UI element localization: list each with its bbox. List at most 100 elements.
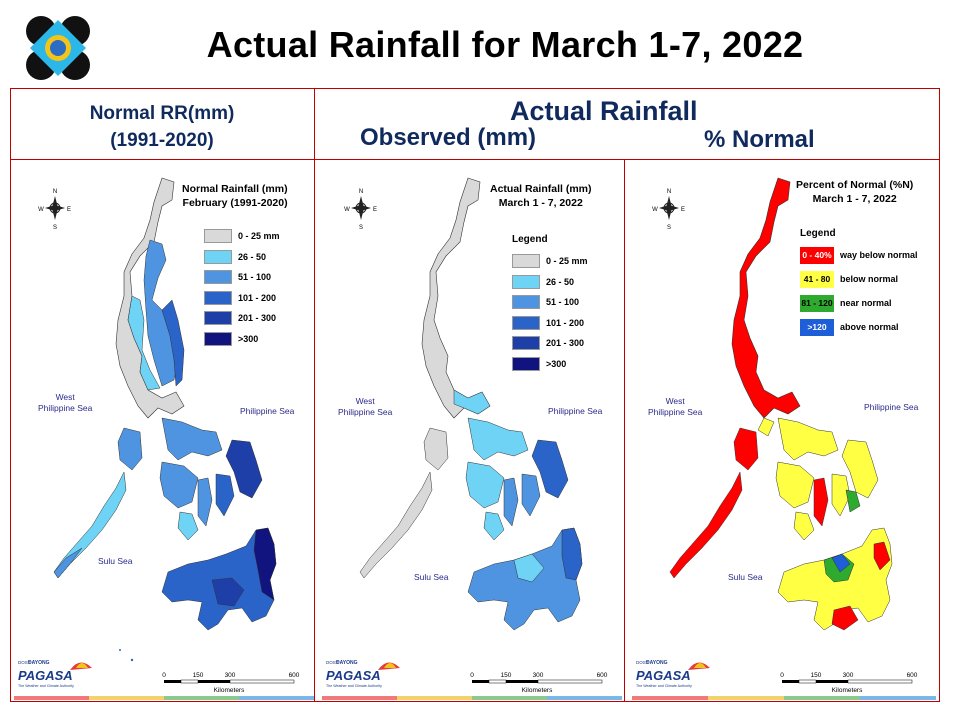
compass-n-label: N: [359, 189, 363, 195]
panel-normal: Normal Rainfall (mm) February (1991-2020…: [12, 160, 318, 696]
west-philippine-sea-label: West Philippine Sea: [648, 396, 703, 417]
observed-legend-item: 26 - 50: [512, 272, 588, 293]
dost-logo: [24, 14, 92, 82]
normal-header-line2: (1991-2020): [110, 130, 214, 151]
compass-e-label: E: [373, 207, 377, 213]
percent-map-title: Percent of Normal (%N) March 1 - 7, 2022: [796, 178, 913, 206]
logo-sub-text: DOST: [18, 660, 31, 665]
legend-label: 201 - 300: [546, 338, 585, 349]
compass-rose-icon: N S W E: [344, 189, 377, 230]
logo-tag-text: DAYONG: [336, 660, 358, 666]
legend-swatch: [512, 274, 540, 289]
percent-normal-map: [669, 177, 893, 631]
legend-swatch: [204, 270, 232, 285]
scale-tick-label: 300: [225, 672, 236, 679]
legend-swatch: 0 - 40%: [800, 246, 834, 264]
normal-legend-item: 201 - 300: [204, 308, 280, 329]
compass-rose-icon: N S W E: [38, 189, 71, 230]
panel-observed: Actual Rainfall (mm) March 1 - 7, 2022 L…: [318, 160, 624, 696]
normal-legend-item: 0 - 25 mm: [204, 226, 280, 247]
legend-swatch: 81 - 120: [800, 294, 834, 312]
logo-agency-text: PAGASA: [18, 668, 73, 683]
logo-agency-text: PAGASA: [636, 668, 691, 683]
percent-legend-item: 81 - 120 near normal: [800, 291, 918, 315]
percent-map-title-line2: March 1 - 7, 2022: [812, 193, 897, 205]
legend-swatch: 41 - 80: [800, 270, 834, 288]
observed-rainfall-map: [359, 177, 583, 631]
sulu-sea-label: Sulu Sea: [728, 572, 763, 582]
compass-s-label: S: [667, 225, 671, 230]
legend-label: near normal: [840, 298, 892, 308]
observed-legend-item: 101 - 200: [512, 313, 588, 334]
legend-swatch: [512, 336, 540, 351]
legend-label: >300: [546, 358, 567, 369]
legend-label: 201 - 300: [238, 313, 277, 324]
scale-tick-label: 300: [843, 672, 854, 679]
philippine-sea-label: Philippine Sea: [864, 402, 919, 412]
page-title: Actual Rainfall for March 1-7, 2022: [206, 24, 804, 65]
normal-legend-item: 101 - 200: [204, 288, 280, 309]
observed-map-title-line1: Actual Rainfall (mm): [490, 183, 592, 195]
legend-swatch: [512, 315, 540, 330]
footer-color-strip: [632, 696, 936, 700]
pagasa-logo: DOST DAYONG PAGASA The Weather and Clima…: [18, 660, 92, 688]
legend-label: 0 - 25 mm: [238, 231, 280, 242]
observed-header: Observed (mm): [360, 124, 537, 151]
normal-rainfall-map: [53, 177, 277, 662]
legend-swatch: [204, 229, 232, 244]
compass-n-label: N: [53, 189, 57, 195]
logo-tag-text: DAYONG: [646, 660, 668, 666]
normal-map-title: Normal Rainfall (mm) February (1991-2020…: [182, 182, 288, 210]
legend-swatch: [512, 254, 540, 269]
normal-legend-item: 26 - 50: [204, 247, 280, 268]
compass-e-label: E: [67, 207, 71, 213]
sulu-sea-label: Sulu Sea: [414, 572, 449, 582]
scale-tick-label: 0: [780, 672, 784, 679]
legend-swatch: [204, 290, 232, 305]
normal-legend-item: >300: [204, 329, 280, 350]
legend-label: 101 - 200: [546, 317, 585, 328]
legend-label: 51 - 100: [546, 297, 580, 308]
scale-unit-label: Kilometers: [214, 687, 245, 694]
scale-bar: 0 150 300 600 Kilometers: [780, 672, 918, 694]
scale-tick-label: 600: [597, 672, 608, 679]
compass-e-label: E: [681, 207, 685, 213]
compass-s-label: S: [359, 225, 363, 230]
content-frame: [10, 88, 940, 702]
compass-s-label: S: [53, 225, 57, 230]
legend-label: below normal: [840, 274, 899, 284]
compass-n-label: N: [667, 189, 671, 195]
divider-vertical-2: [624, 160, 625, 702]
scale-unit-label: Kilometers: [832, 687, 863, 694]
percent-legend-item: >120 above normal: [800, 315, 918, 339]
normal-map-title-line2: February (1991-2020): [182, 197, 288, 209]
legend-swatch: [512, 295, 540, 310]
scale-tick-label: 300: [533, 672, 544, 679]
logo-agency-text: PAGASA: [326, 668, 381, 683]
observed-legend-item: 0 - 25 mm: [512, 251, 588, 272]
normal-header-line1: Normal RR(mm): [89, 103, 235, 124]
pagasa-logo: DOST DAYONG PAGASA The Weather and Clima…: [636, 660, 710, 688]
legend-swatch: >120: [800, 318, 834, 336]
observed-legend-item: >300: [512, 354, 588, 375]
footer-color-strip: [14, 696, 314, 700]
logo-motto-text: The Weather and Climate Authority: [636, 684, 692, 688]
scale-tick-label: 150: [501, 672, 512, 679]
actual-rainfall-header: Actual Rainfall: [510, 96, 698, 126]
observed-legend-item: 201 - 300: [512, 333, 588, 354]
legend-label: way below normal: [840, 250, 918, 260]
scale-tick-label: 0: [470, 672, 474, 679]
legend-swatch: [512, 356, 540, 371]
logo-motto-text: The Weather and Climate Authority: [326, 684, 382, 688]
observed-map-title: Actual Rainfall (mm) March 1 - 7, 2022: [490, 182, 592, 210]
scale-tick-label: 150: [811, 672, 822, 679]
divider-horizontal: [10, 159, 940, 160]
percent-legend-item: 0 - 40% way below normal: [800, 243, 918, 267]
legend-label: 0 - 25 mm: [546, 256, 588, 267]
percent-map-title-line1: Percent of Normal (%N): [796, 179, 914, 191]
observed-legend-heading: Legend: [512, 234, 548, 245]
legend-label: >300: [238, 333, 259, 344]
compass-w-label: W: [38, 207, 44, 213]
philippine-sea-label: Philippine Sea: [548, 406, 603, 416]
percent-normal-header: % Normal: [704, 126, 815, 153]
